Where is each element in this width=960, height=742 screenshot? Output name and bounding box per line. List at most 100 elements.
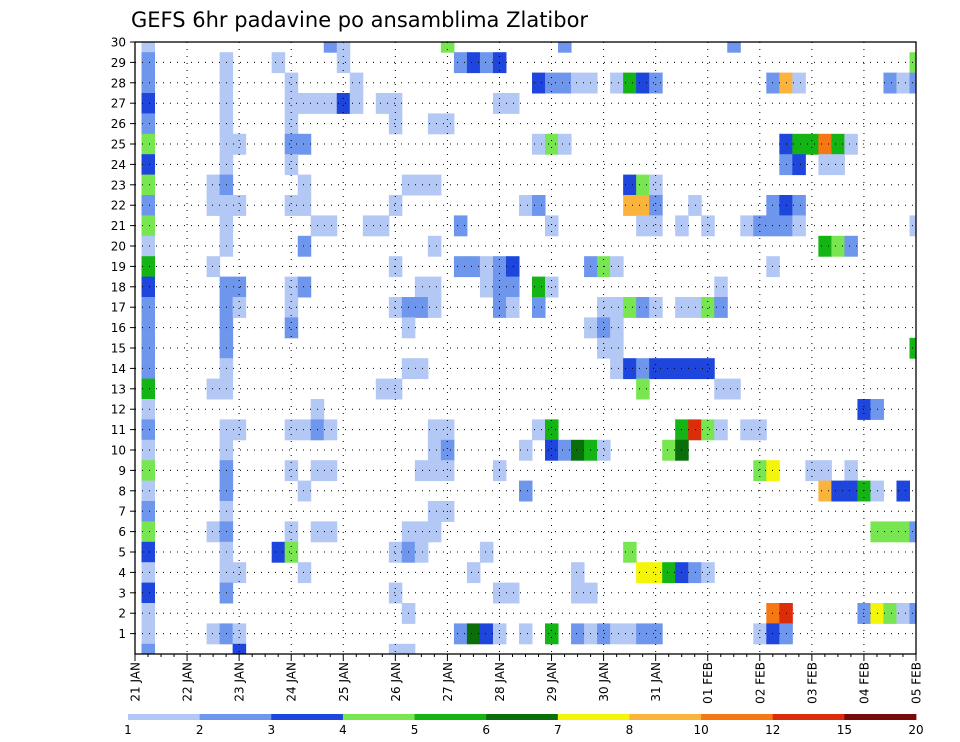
heatmap-cell [388,643,403,655]
heatmap-cell [427,174,442,196]
heatmap-cell [896,521,910,543]
heatmap-cell [818,154,832,176]
heatmap-cell [141,42,156,53]
heatmap-cell [414,297,429,318]
x-tick-label: 21 JAN [129,662,143,702]
heatmap-cell [284,460,299,482]
heatmap-cell [610,623,624,645]
heatmap-cell [323,521,338,543]
heatmap-cell [427,439,442,461]
legend-swatch [701,714,774,720]
heatmap-cell [284,195,299,216]
heatmap-cell [141,195,156,216]
heatmap-cell [753,623,767,645]
heatmap-cell [701,562,715,584]
heatmap-cell [466,52,481,74]
heatmap-cell [518,623,533,645]
legend-label: 2 [196,723,204,737]
heatmap-cell [505,256,520,278]
heatmap-cell [141,235,156,257]
heatmap-cell [753,460,767,482]
heatmap-cell [427,521,442,543]
legend: 1 2 3 4 5 6 7 8 10 12 15 20 [124,714,924,737]
heatmap-cell [297,419,312,441]
y-tick-label: 11 [111,423,126,437]
heatmap-cell [727,42,741,53]
heatmap-cell [141,52,156,74]
heatmap-cell [532,419,546,441]
y-tick-label: 3 [118,586,126,600]
heatmap-cell [857,480,871,502]
heatmap-cell [141,215,156,237]
heatmap-cell [831,133,845,155]
heatmap-cell [545,72,559,94]
heatmap-cell [427,235,442,257]
heatmap-cell [844,235,858,257]
heatmap-cell [440,439,455,461]
heatmap-cell [375,378,390,400]
heatmap-cell [141,399,156,420]
heatmap-cell [206,623,221,645]
heatmap-cell [414,521,429,543]
heatmap-cell [753,215,767,237]
heatmap-cell [141,174,156,196]
heatmap-cell [141,72,156,94]
heatmap-cell [727,378,741,400]
heatmap-cell [141,154,156,176]
heatmap-cell [323,419,338,441]
y-tick-label: 13 [111,382,126,396]
heatmap-cell [597,317,611,339]
heatmap-cell [636,623,650,645]
y-tick-label: 12 [111,403,126,417]
x-tick-label: 24 JAN [285,662,299,702]
legend-swatch [772,714,845,720]
heatmap-cell [766,215,780,237]
heatmap-cell [610,358,624,380]
heatmap-cell [766,603,780,624]
heatmap-cell [571,582,585,604]
heatmap-cell [623,297,637,318]
y-tick-label: 8 [118,484,126,498]
heatmap-cell [349,93,364,114]
heatmap-cell [649,623,663,645]
heatmap-cell [558,72,572,94]
y-tick-label: 19 [111,260,126,274]
heatmap-cell [532,297,546,318]
heatmap-cell [479,276,494,298]
legend-swatch [128,714,201,720]
heatmap-cell [141,541,156,563]
heatmap-cell [766,256,780,278]
heatmap-cell [649,195,663,216]
heatmap-cell [701,215,715,237]
heatmap-cell [571,72,585,94]
heatmap-cell [831,480,845,502]
legend-swatch [557,714,630,720]
heatmap-cell [805,133,819,155]
heatmap-cell [232,643,247,655]
heatmap-cell [323,215,338,237]
y-tick-label: 16 [111,321,126,335]
heatmap-cell [206,521,221,543]
heatmap-cell [649,215,663,237]
heatmap-cell [597,297,611,318]
heatmap-cell [414,541,429,563]
heatmap-cell [649,297,663,318]
heatmap-cell [232,297,247,318]
heatmap-cell [141,337,156,359]
heatmap-cell [636,358,650,380]
heatmap-cell [688,562,702,584]
heatmap-cell [766,72,780,94]
x-tick-label: 26 JAN [389,662,403,702]
heatmap-cell [440,460,455,482]
heatmap-cell [323,93,338,114]
heatmap-cell [792,215,806,237]
heatmap-cell [714,297,728,318]
legend-label: 6 [482,723,490,737]
heatmap-cell [141,643,156,655]
heatmap-cell [896,603,910,624]
heatmap-cell [479,52,494,74]
y-tick-label: 27 [111,97,126,111]
heatmap-cell [141,521,156,543]
heatmap-cell [688,419,702,441]
x-tick-label: 03 FEB [805,662,819,704]
